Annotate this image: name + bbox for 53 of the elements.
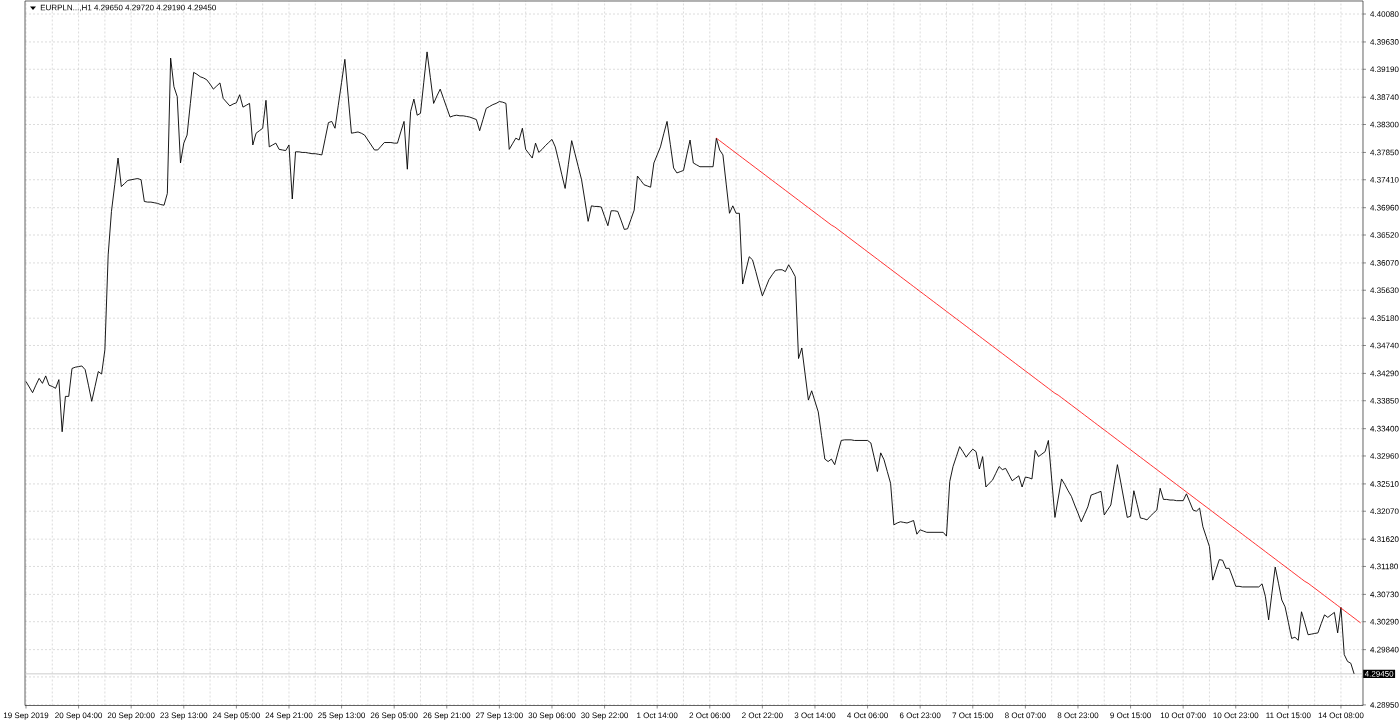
ref-line-label: 4.29450 bbox=[1364, 671, 1394, 677]
x-tick-label: 26 Sep 21:00 bbox=[423, 712, 471, 720]
y-tick-label: 4.33400 bbox=[1370, 425, 1399, 432]
y-tick-label: 4.38740 bbox=[1370, 94, 1399, 101]
x-tick-label: 11 Oct 15:00 bbox=[1266, 712, 1311, 719]
y-tick-label: 4.31620 bbox=[1370, 536, 1399, 542]
x-tick-label: 9 Oct 15:00 bbox=[1110, 712, 1151, 719]
y-tick-label: 4.39630 bbox=[1370, 39, 1399, 45]
y-tick-label: 4.36960 bbox=[1370, 204, 1399, 211]
x-tick-label: 8 Oct 07:00 bbox=[1005, 712, 1046, 719]
y-tick-label: 4.38300 bbox=[1370, 121, 1399, 128]
x-tick-label: 30 Sep 06:00 bbox=[528, 712, 576, 720]
y-tick-label: 4.32070 bbox=[1370, 508, 1399, 515]
x-tick-label: 27 Sep 13:00 bbox=[475, 712, 523, 720]
y-tick-label: 4.35180 bbox=[1370, 315, 1399, 322]
y-tick-label: 4.37410 bbox=[1370, 176, 1399, 183]
x-tick-label: 30 Sep 22:00 bbox=[581, 712, 629, 720]
x-tick-label: 3 Oct 14:00 bbox=[794, 712, 836, 719]
y-tick-label: 4.32510 bbox=[1370, 481, 1399, 487]
y-tick-label: 4.29840 bbox=[1370, 646, 1399, 653]
x-tick-label: 10 Oct 07:00 bbox=[1160, 712, 1206, 719]
chart-title: EURPLN...,H1 4.29650 4.29720 4.29190 4.29450 bbox=[40, 4, 216, 12]
x-tick-label: 20 Sep 20:00 bbox=[107, 712, 155, 720]
y-tick-label: 4.31180 bbox=[1370, 563, 1399, 570]
x-tick-label: 4 Oct 06:00 bbox=[847, 712, 888, 719]
y-tick-label: 4.40080 bbox=[1370, 11, 1399, 17]
y-tick-label: 4.37850 bbox=[1370, 149, 1399, 156]
y-tick-label: 4.35630 bbox=[1370, 287, 1399, 294]
y-tick-label: 4.34740 bbox=[1370, 342, 1399, 349]
y-tick-label: 4.30730 bbox=[1370, 591, 1399, 598]
y-tick-label: 4.28950 bbox=[1370, 702, 1399, 708]
x-tick-label: 24 Sep 21:00 bbox=[265, 712, 313, 720]
y-tick-label: 4.34290 bbox=[1370, 370, 1399, 377]
x-tick-label: 6 Oct 23:00 bbox=[899, 712, 941, 719]
x-tick-label: 2 Oct 22:00 bbox=[742, 712, 783, 719]
x-tick-label: 7 Oct 15:00 bbox=[952, 712, 994, 719]
x-tick-label: 8 Oct 23:00 bbox=[1057, 712, 1099, 719]
x-tick-label: 20 Sep 04:00 bbox=[55, 712, 103, 720]
y-tick-label: 4.39190 bbox=[1370, 66, 1399, 73]
x-tick-label: 1 Oct 14:00 bbox=[637, 712, 678, 719]
x-tick-label: 25 Sep 13:00 bbox=[318, 712, 366, 720]
x-tick-label: 23 Sep 13:00 bbox=[160, 712, 208, 720]
y-tick-label: 4.33850 bbox=[1370, 397, 1399, 404]
x-tick-label: 2 Oct 06:00 bbox=[689, 712, 731, 719]
y-tick-label: 4.36520 bbox=[1370, 232, 1399, 238]
x-tick-label: 26 Sep 05:00 bbox=[370, 712, 418, 720]
y-tick-label: 4.32960 bbox=[1370, 453, 1399, 459]
y-tick-label: 4.36070 bbox=[1370, 260, 1399, 266]
x-tick-label: 10 Oct 23:00 bbox=[1213, 712, 1259, 719]
y-tick-label: 4.30290 bbox=[1370, 618, 1399, 625]
x-tick-label: 19 Sep 2019 bbox=[3, 712, 49, 720]
x-tick-label: 24 Sep 05:00 bbox=[212, 712, 260, 720]
x-tick-label: 14 Oct 08:00 bbox=[1318, 712, 1364, 719]
